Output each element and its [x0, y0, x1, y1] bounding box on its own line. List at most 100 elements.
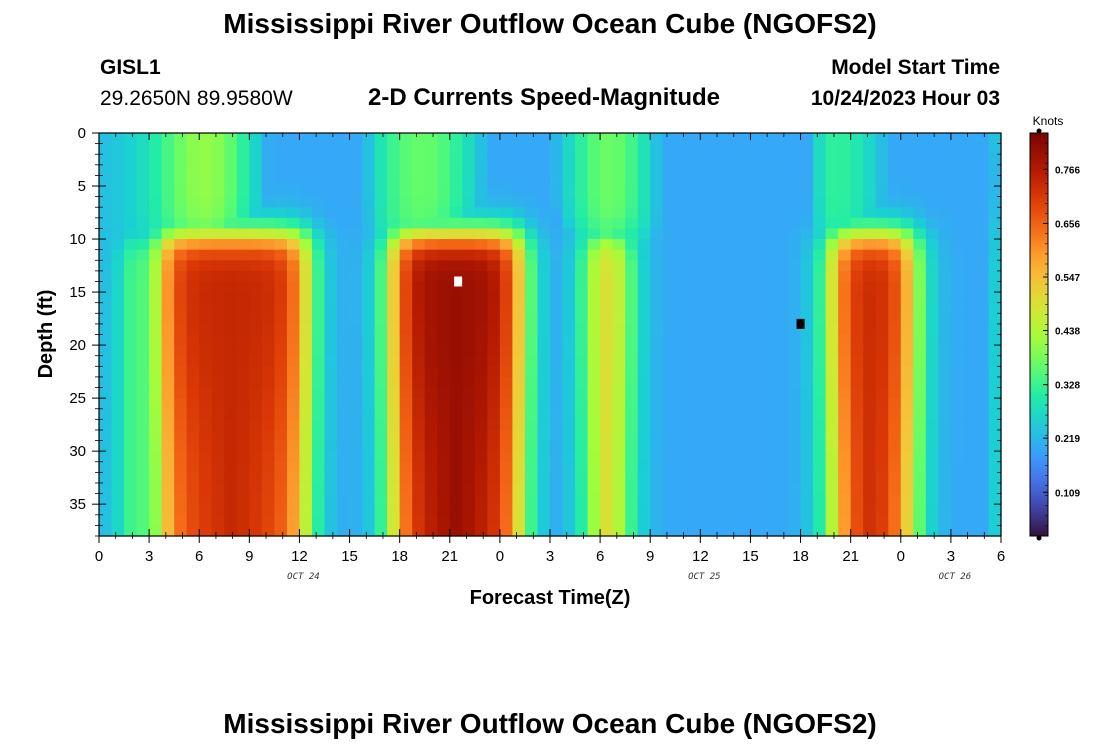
heatmap-cell	[925, 493, 939, 505]
heatmap-cell	[124, 164, 138, 177]
heatmap-cell	[474, 175, 488, 187]
heatmap-cell	[938, 514, 952, 526]
heatmap-cell	[612, 419, 626, 431]
heatmap-cell	[199, 366, 213, 378]
heatmap-cell	[975, 292, 990, 304]
heatmap-cell	[625, 302, 639, 314]
heatmap-cell	[512, 398, 526, 410]
heatmap-cell	[174, 207, 188, 219]
heatmap-cell	[988, 281, 1002, 293]
heatmap-cell	[975, 186, 990, 198]
heatmap-cell	[399, 387, 413, 399]
heatmap-cell	[612, 376, 626, 389]
heatmap-cell	[938, 451, 952, 463]
heatmap-cell	[612, 355, 626, 367]
heatmap-cell	[211, 504, 225, 516]
heatmap-cell	[499, 249, 514, 261]
heatmap-cell	[762, 398, 777, 410]
heatmap-cell	[362, 334, 376, 346]
heatmap-cell	[737, 451, 752, 463]
heatmap-cell	[249, 408, 263, 420]
heatmap-cell	[249, 366, 263, 378]
heatmap-cell	[575, 366, 589, 378]
heatmap-cell	[424, 525, 438, 537]
heatmap-cell	[124, 366, 138, 378]
heatmap-cell	[474, 302, 488, 314]
heatmap-cell	[662, 323, 676, 336]
heatmap-cell	[662, 345, 676, 357]
heatmap-cell	[387, 440, 401, 452]
heatmap-cell	[662, 334, 676, 346]
heatmap-cell	[286, 366, 301, 378]
heatmap-cell	[387, 525, 401, 537]
heatmap-cell	[537, 387, 551, 399]
heatmap-cell	[136, 313, 150, 325]
heatmap-cell	[650, 461, 664, 473]
heatmap-cell	[524, 196, 539, 208]
heatmap-cell	[474, 217, 488, 230]
heatmap-cell	[662, 217, 676, 230]
heatmap-cell	[324, 440, 338, 452]
heatmap-cell	[863, 196, 877, 208]
heatmap-cell	[512, 376, 526, 389]
heatmap-cell	[399, 217, 413, 230]
heatmap-cell	[650, 419, 664, 431]
heatmap-cell	[950, 472, 965, 484]
heatmap-cell	[99, 387, 113, 399]
heatmap-cell	[888, 249, 902, 261]
heatmap-cell	[211, 164, 225, 177]
x-tick-label: 3	[546, 548, 554, 565]
heatmap-cell	[512, 228, 526, 240]
heatmap-cell	[437, 313, 451, 325]
heatmap-cell	[888, 345, 902, 357]
heatmap-cell	[825, 429, 839, 442]
heatmap-cell	[550, 196, 564, 208]
heatmap-cell	[587, 260, 601, 272]
heatmap-cell	[888, 461, 902, 473]
heatmap-cell	[775, 313, 789, 325]
heatmap-cell	[600, 207, 614, 219]
heatmap-cells	[99, 133, 1002, 537]
heatmap-cell	[838, 419, 852, 431]
heatmap-cell	[988, 175, 1002, 187]
heatmap-cell	[387, 514, 401, 526]
heatmap-cell	[224, 260, 238, 272]
heatmap-cell	[950, 164, 965, 177]
heatmap-cell	[838, 451, 852, 463]
heatmap-cell	[775, 154, 789, 166]
heatmap-cell	[524, 345, 539, 357]
heatmap-cell	[149, 398, 163, 410]
heatmap-cell	[888, 504, 902, 516]
heatmap-cell	[211, 334, 225, 346]
heatmap-cell	[612, 345, 626, 357]
heatmap-cell	[324, 228, 338, 240]
heatmap-cell	[838, 472, 852, 484]
x-tick-label: 6	[997, 548, 1005, 565]
heatmap-cell	[612, 387, 626, 399]
heatmap-cell	[174, 419, 188, 431]
heatmap-cell	[963, 493, 977, 505]
model-start-label: Model Start Time	[831, 56, 1000, 79]
heatmap-cell	[286, 334, 301, 346]
heatmap-cell	[775, 281, 789, 293]
heatmap-cell	[387, 398, 401, 410]
heatmap-cell	[124, 154, 138, 166]
heatmap-cell	[988, 504, 1002, 516]
heatmap-cell	[625, 504, 639, 516]
heatmap-cell	[249, 143, 263, 155]
heatmap-cell	[387, 154, 401, 166]
heatmap-cell	[938, 482, 952, 495]
heatmap-cell	[211, 429, 225, 442]
heatmap-cell	[261, 175, 275, 187]
heatmap-cell	[875, 376, 889, 389]
heatmap-cell	[499, 451, 514, 463]
heatmap-cell	[261, 429, 275, 442]
heatmap-cell	[838, 323, 852, 336]
heatmap-cell	[675, 366, 689, 378]
heatmap-cell	[299, 143, 313, 155]
heatmap-cell	[637, 355, 651, 367]
heatmap-cell	[199, 228, 213, 240]
heatmap-cell	[838, 217, 852, 230]
heatmap-cell	[700, 196, 714, 208]
heatmap-cell	[800, 429, 814, 442]
